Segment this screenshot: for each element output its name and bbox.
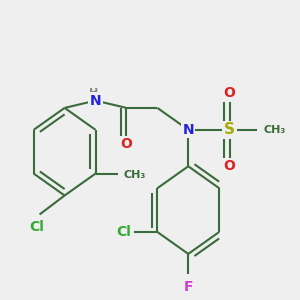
Text: N: N <box>182 123 194 137</box>
Text: Cl: Cl <box>116 225 131 239</box>
Text: N: N <box>90 94 101 108</box>
Text: CH₃: CH₃ <box>263 125 286 135</box>
Text: H: H <box>89 88 99 98</box>
Text: F: F <box>184 280 193 294</box>
Text: CH₃: CH₃ <box>124 170 146 180</box>
Text: S: S <box>224 122 235 137</box>
Text: O: O <box>121 137 132 152</box>
Text: O: O <box>224 159 236 173</box>
Text: O: O <box>224 86 236 100</box>
Text: Cl: Cl <box>29 220 44 234</box>
